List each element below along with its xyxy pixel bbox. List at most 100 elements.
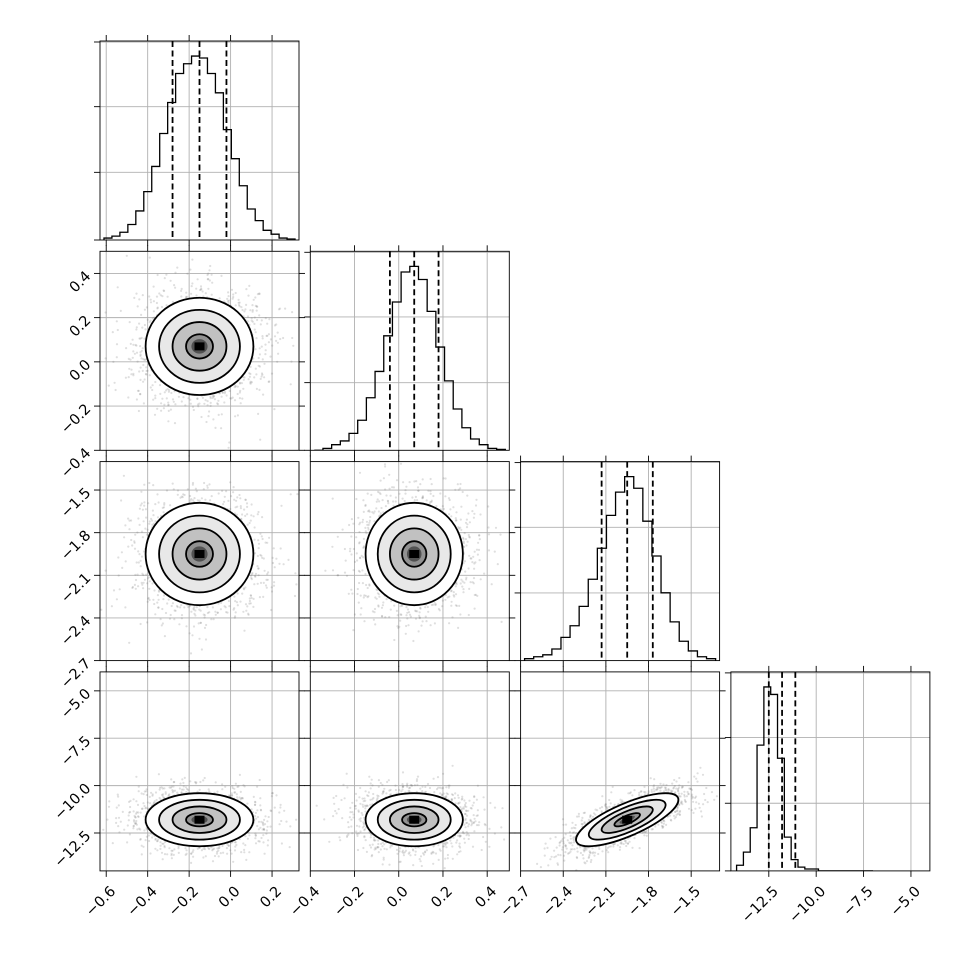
- scatter-point: [454, 517, 457, 520]
- scatter-point: [216, 611, 219, 614]
- scatter-point: [152, 484, 155, 487]
- scatter-point: [241, 308, 244, 312]
- scatter-point: [122, 474, 125, 477]
- scatter-point: [156, 273, 159, 277]
- scatter-point: [196, 499, 199, 502]
- scatter-point: [235, 499, 238, 502]
- scatter-point: [233, 399, 237, 402]
- scatter-point: [249, 594, 252, 597]
- scatter-point: [248, 599, 251, 603]
- scatter-point: [268, 536, 271, 539]
- scatter-point: [256, 513, 259, 516]
- scatter-point: [205, 623, 208, 627]
- scatter-point: [466, 523, 469, 526]
- scatter-point: [404, 632, 407, 635]
- scatter-point: [154, 394, 157, 397]
- scatter-point: [206, 484, 209, 487]
- scatter-point: [135, 398, 138, 401]
- scatter-point: [479, 513, 482, 516]
- scatter-point: [248, 375, 251, 378]
- scatter-point: [460, 505, 463, 508]
- scatter-point: [107, 384, 110, 387]
- scatter-point: [331, 569, 335, 572]
- scatter-point: [249, 380, 252, 383]
- scatter-point: [452, 506, 455, 509]
- scatter-point: [375, 597, 378, 600]
- scatter-point: [304, 326, 306, 328]
- scatter-point: [113, 381, 116, 384]
- scatter-point: [478, 559, 481, 562]
- scatter-point: [375, 500, 378, 503]
- scatter-point: [110, 605, 113, 608]
- scatter-point: [134, 533, 137, 536]
- scatter-point: [258, 353, 261, 356]
- scatter-point: [351, 592, 354, 595]
- scatter-point: [130, 538, 133, 542]
- scatter-point: [132, 374, 135, 377]
- scatter-point: [165, 397, 168, 400]
- scatter-point: [204, 399, 207, 402]
- scatter-point: [264, 343, 267, 346]
- scatter-point: [419, 607, 422, 610]
- scatter-point: [245, 609, 248, 612]
- axes-frame: [309, 250, 510, 451]
- scatter-point: [276, 360, 279, 363]
- scatter-point: [143, 358, 146, 361]
- scatter-point: [185, 295, 188, 298]
- scatter-point: [455, 511, 458, 514]
- scatter-point: [232, 608, 235, 611]
- scatter-point: [476, 553, 479, 556]
- scatter-point: [235, 601, 239, 604]
- scatter-point: [238, 305, 241, 308]
- scatter-point: [169, 408, 172, 411]
- scatter-point: [246, 605, 249, 608]
- scatter-point: [457, 527, 461, 530]
- scatter-point: [141, 508, 144, 511]
- scatter-point: [123, 536, 126, 539]
- scatter-point: [259, 438, 262, 441]
- scatter-point: [129, 358, 132, 361]
- scatter-point: [104, 357, 107, 360]
- scatter-point: [359, 613, 362, 616]
- scatter-point: [360, 554, 363, 558]
- scatter-point: [146, 528, 149, 531]
- scatter-point: [127, 396, 130, 399]
- scatter-point: [142, 402, 145, 405]
- scatter-point: [471, 510, 474, 513]
- scatter-point: [114, 388, 117, 392]
- scatter-point: [250, 578, 253, 581]
- scatter-point: [156, 594, 159, 597]
- scatter-point: [246, 505, 249, 508]
- scatter-point: [242, 378, 245, 381]
- scatter-point: [211, 394, 214, 398]
- scatter-point: [465, 576, 468, 579]
- scatter-point: [295, 583, 298, 586]
- scatter-point: [291, 336, 294, 340]
- scatter-point: [200, 287, 203, 290]
- scatter-point: [157, 589, 161, 592]
- scatter-point: [156, 407, 159, 410]
- scatter-point: [162, 594, 166, 597]
- scatter-point: [230, 495, 233, 498]
- scatter-point: [276, 341, 279, 344]
- scatter-point: [349, 547, 352, 550]
- scatter-point: [144, 527, 147, 530]
- scatter-point: [243, 588, 246, 591]
- scatter-point: [134, 587, 137, 590]
- scatter-point: [377, 593, 381, 596]
- scatter-point: [171, 602, 174, 605]
- y-tick-label: −2.4: [58, 613, 94, 649]
- scatter-point: [238, 382, 241, 385]
- scatter-point: [467, 567, 470, 570]
- scatter-point: [253, 322, 256, 325]
- scatter-point: [236, 385, 239, 388]
- scatter-point: [189, 494, 192, 498]
- scatter-point: [261, 358, 264, 361]
- scatter-point: [162, 289, 165, 292]
- scatter-point: [115, 598, 118, 601]
- scatter-point: [188, 605, 191, 608]
- scatter-point: [225, 394, 228, 397]
- scatter-point: [343, 571, 347, 574]
- scatter-point: [171, 482, 174, 485]
- scatter-point: [231, 297, 234, 300]
